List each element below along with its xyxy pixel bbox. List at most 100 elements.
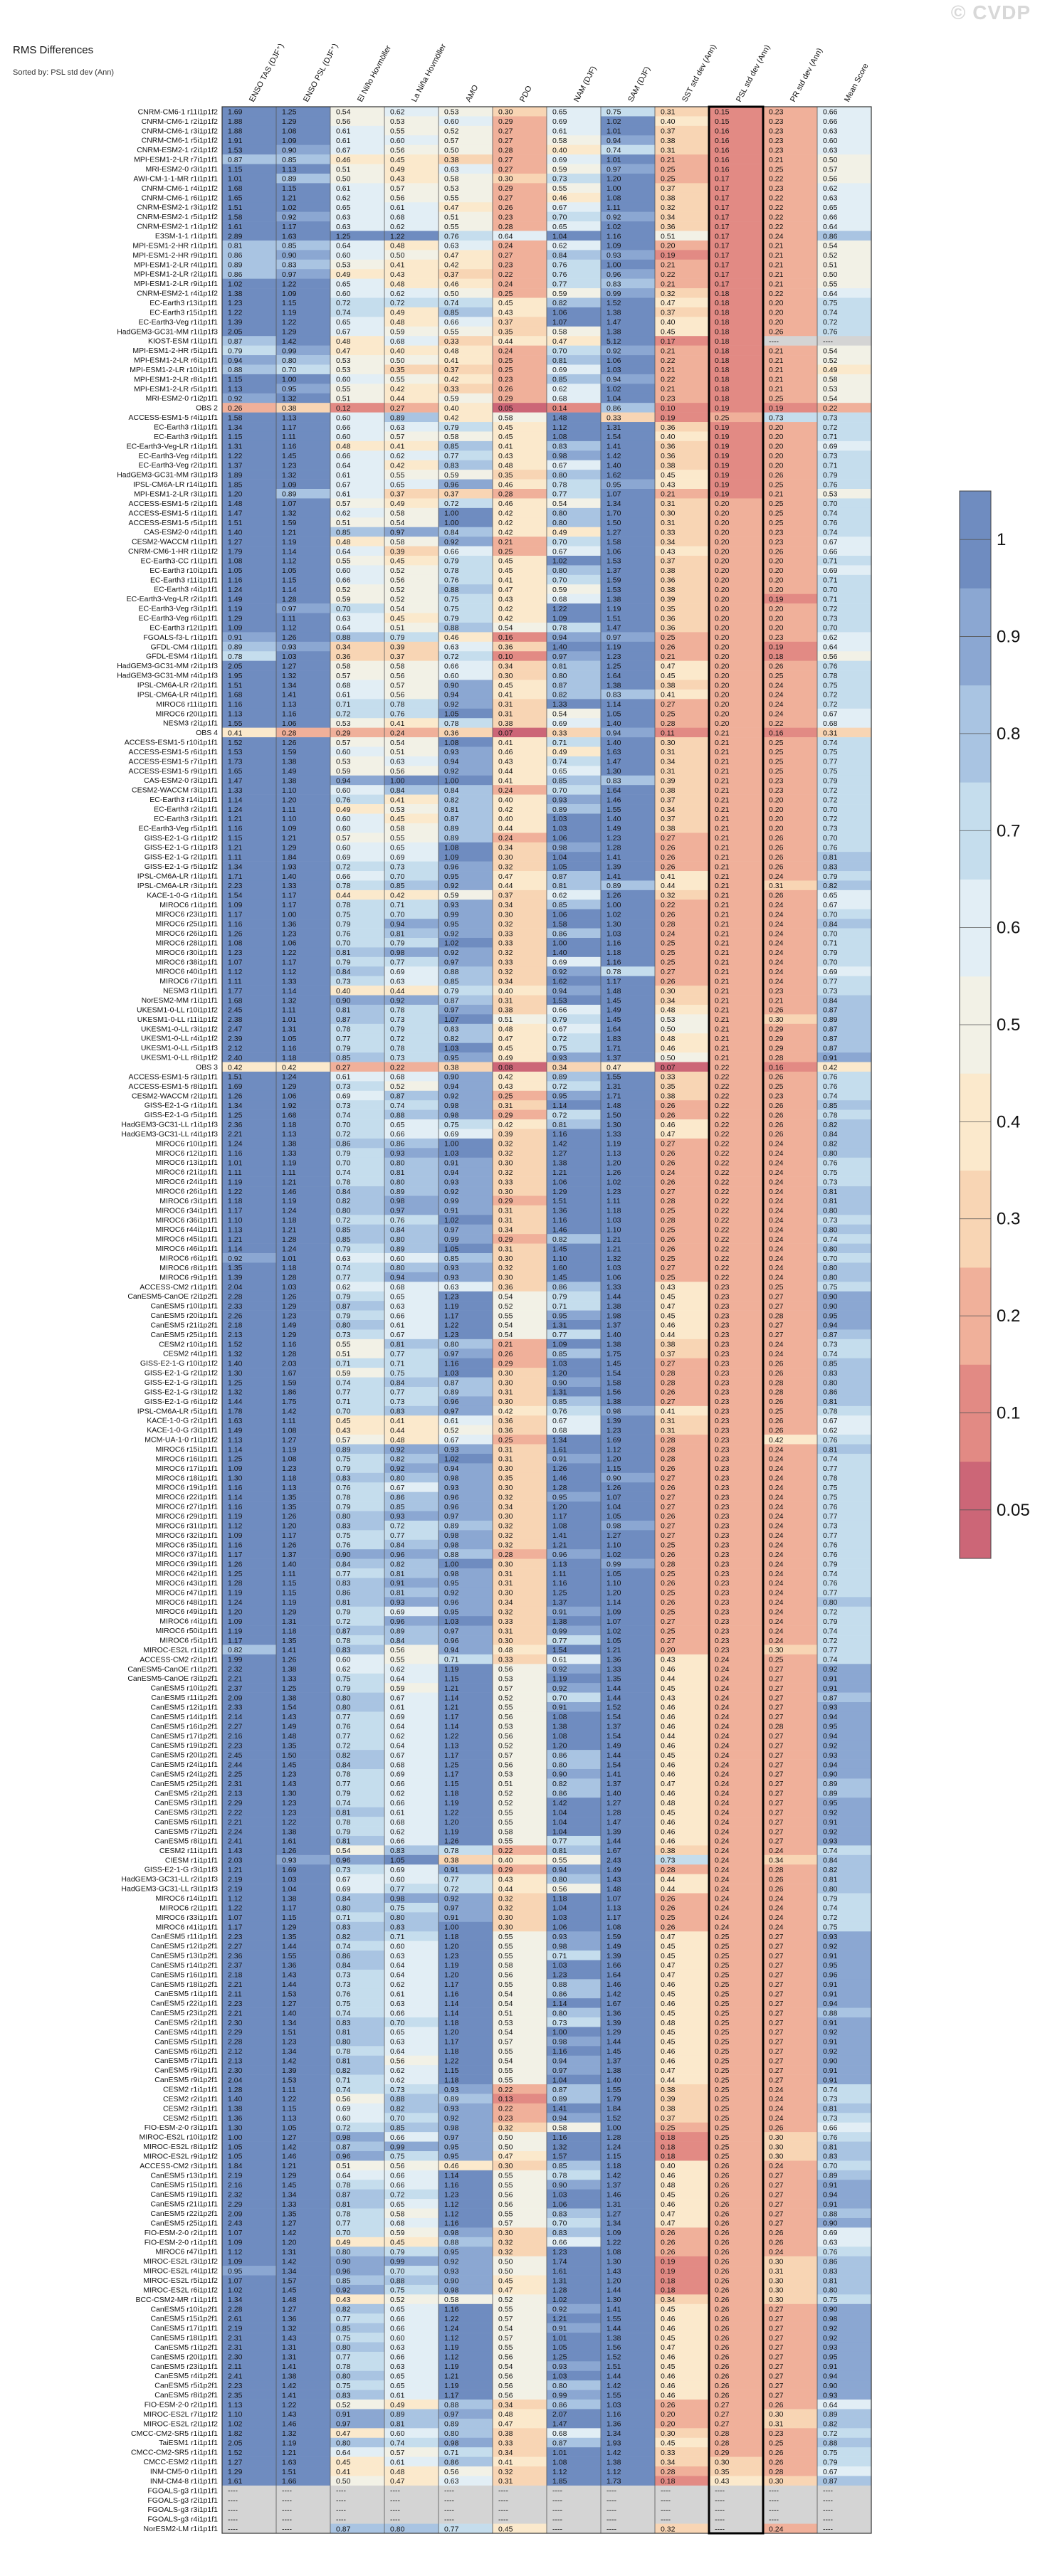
cell-value: 0.45 — [390, 815, 405, 823]
cell-value: 0.36 — [498, 1417, 513, 1425]
column-header: NAM (DJF) — [572, 65, 598, 103]
row-label: CIESM r1i1p1f1 — [165, 1856, 218, 1864]
cell-value: 1.05 — [606, 1512, 621, 1521]
cell-value: 0.63 — [390, 1302, 405, 1311]
cell-value: 0.21 — [715, 1044, 730, 1052]
cell-value: 1.51 — [606, 614, 621, 623]
cell-value: 0.25 — [661, 949, 676, 957]
cell-value: 1.45 — [606, 996, 621, 1005]
cell-value: 1.38 — [282, 758, 297, 766]
cell-value: 0.41 — [498, 576, 513, 585]
cell-value: 0.37 — [390, 653, 405, 661]
row-label: KACE-1-0-G r1i1p1f1 — [147, 891, 218, 899]
cell-value: 1.88 — [228, 117, 243, 126]
cell-value: 1.19 — [228, 1589, 243, 1598]
cell-value: 0.23 — [769, 146, 784, 154]
cell-value: 0.64 — [336, 547, 351, 556]
cell-value: 0.55 — [498, 1704, 513, 1712]
cell-value: 0.48 — [336, 443, 351, 451]
cell-value: 0.87 — [228, 337, 243, 346]
cell-value: 0.67 — [336, 1875, 351, 1884]
cell-value: 0.20 — [661, 242, 676, 250]
cell-value: 1.19 — [282, 1445, 297, 1454]
heatmap-cell — [439, 221, 493, 231]
row-label: MIROC6 r17i1p1f1 — [155, 1464, 218, 1473]
cell-value: 1.32 — [282, 510, 297, 518]
heatmap-cell — [763, 211, 817, 222]
cell-value: 1.22 — [282, 949, 297, 957]
cell-value: 0.68 — [390, 337, 405, 346]
cell-value: 0.34 — [769, 1857, 784, 1865]
cell-value: 1.04 — [282, 1885, 297, 1894]
heatmap-cell — [330, 307, 384, 317]
heatmap-cell — [709, 278, 763, 289]
cell-value: 0.44 — [498, 882, 513, 890]
row-label: OBS 2 — [196, 404, 218, 413]
cell-value: 1.36 — [552, 1207, 567, 1215]
cell-value: 0.54 — [498, 2000, 513, 2008]
cell-value: 0.51 — [336, 394, 351, 403]
cell-value: 0.93 — [552, 1054, 567, 1062]
row-label: MIROC6 r40i1p1f1 — [155, 968, 218, 976]
cell-value: 0.25 — [661, 1608, 676, 1616]
cell-value: 0.23 — [769, 1092, 784, 1101]
cell-value: 1.08 — [552, 1522, 567, 1531]
cell-value: 0.25 — [769, 1408, 784, 1416]
cell-value: 0.82 — [823, 1140, 838, 1149]
cell-value: 0.86 — [823, 232, 838, 241]
cell-value: 1.28 — [552, 1484, 567, 1492]
cell-value: 0.48 — [661, 1799, 676, 1807]
cell-value: 0.70 — [823, 834, 838, 843]
cell-value: 0.92 — [823, 1808, 838, 1817]
heatmap-cell — [601, 192, 655, 203]
heatmap-cell — [547, 231, 601, 241]
row-label: CanESM5-CanOE r2i1p2f1 — [127, 1292, 218, 1301]
cell-value: 0.78 — [552, 480, 567, 489]
cell-value: 1.01 — [606, 156, 621, 164]
cell-value: 0.81 — [390, 929, 405, 938]
cell-value: 0.22 — [715, 1159, 730, 1168]
cell-value: 1.17 — [228, 1923, 243, 1932]
cell-value: 1.07 — [606, 1493, 621, 1501]
column-header: PR std dev (Ann) — [789, 47, 824, 104]
heatmap-cell — [655, 326, 709, 337]
cell-value: 0.61 — [390, 1704, 405, 1712]
cell-value: 1.67 — [606, 2000, 621, 2008]
cell-value: 0.45 — [390, 557, 405, 566]
cell-value: 0.27 — [498, 156, 513, 164]
cell-value: 0.43 — [661, 1283, 676, 1292]
row-label: IPSL-CM6A-LR r1i1p1f1 — [137, 872, 218, 880]
cell-value: 0.72 — [823, 1637, 838, 1645]
heatmap-cell — [709, 154, 763, 164]
heatmap-cell — [276, 202, 330, 212]
cell-value: 1.14 — [228, 796, 243, 804]
cell-value: 0.94 — [552, 1866, 567, 1874]
cell-value: 0.26 — [661, 1923, 676, 1932]
cell-value: 0.86 — [552, 929, 567, 938]
cell-value: 0.25 — [769, 739, 784, 747]
cell-value: 1.91 — [228, 137, 243, 145]
cell-value: 0.91 — [823, 1054, 838, 1062]
cell-value: 0.17 — [661, 337, 676, 346]
cell-value: 0.24 — [769, 700, 784, 709]
heatmap-cell — [384, 231, 439, 241]
sort-note: Sorted by: PSL std dev (Ann) — [13, 68, 114, 77]
cell-value: 0.66 — [823, 213, 838, 221]
heatmap-cell — [817, 231, 871, 241]
cell-value: 0.60 — [336, 1656, 351, 1664]
cell-value: 0.30 — [498, 108, 513, 117]
cell-value: 0.28 — [661, 1378, 676, 1387]
cell-value: 0.44 — [336, 892, 351, 900]
heatmap-cell — [384, 154, 439, 164]
cell-value: 0.34 — [498, 901, 513, 909]
cell-value: 0.62 — [390, 1790, 405, 1798]
cell-value: 1.41 — [552, 1531, 567, 1540]
cell-value: 0.24 — [715, 1799, 730, 1807]
cell-value: 0.58 — [444, 433, 459, 441]
cell-value: 0.70 — [823, 910, 838, 919]
heatmap-cell — [547, 202, 601, 212]
cell-value: 0.24 — [769, 1531, 784, 1540]
cell-value: 0.87 — [444, 1378, 459, 1387]
row-label: CanESM5 r12i1p1f1 — [150, 1703, 218, 1711]
cell-value: 0.45 — [661, 1311, 676, 1320]
